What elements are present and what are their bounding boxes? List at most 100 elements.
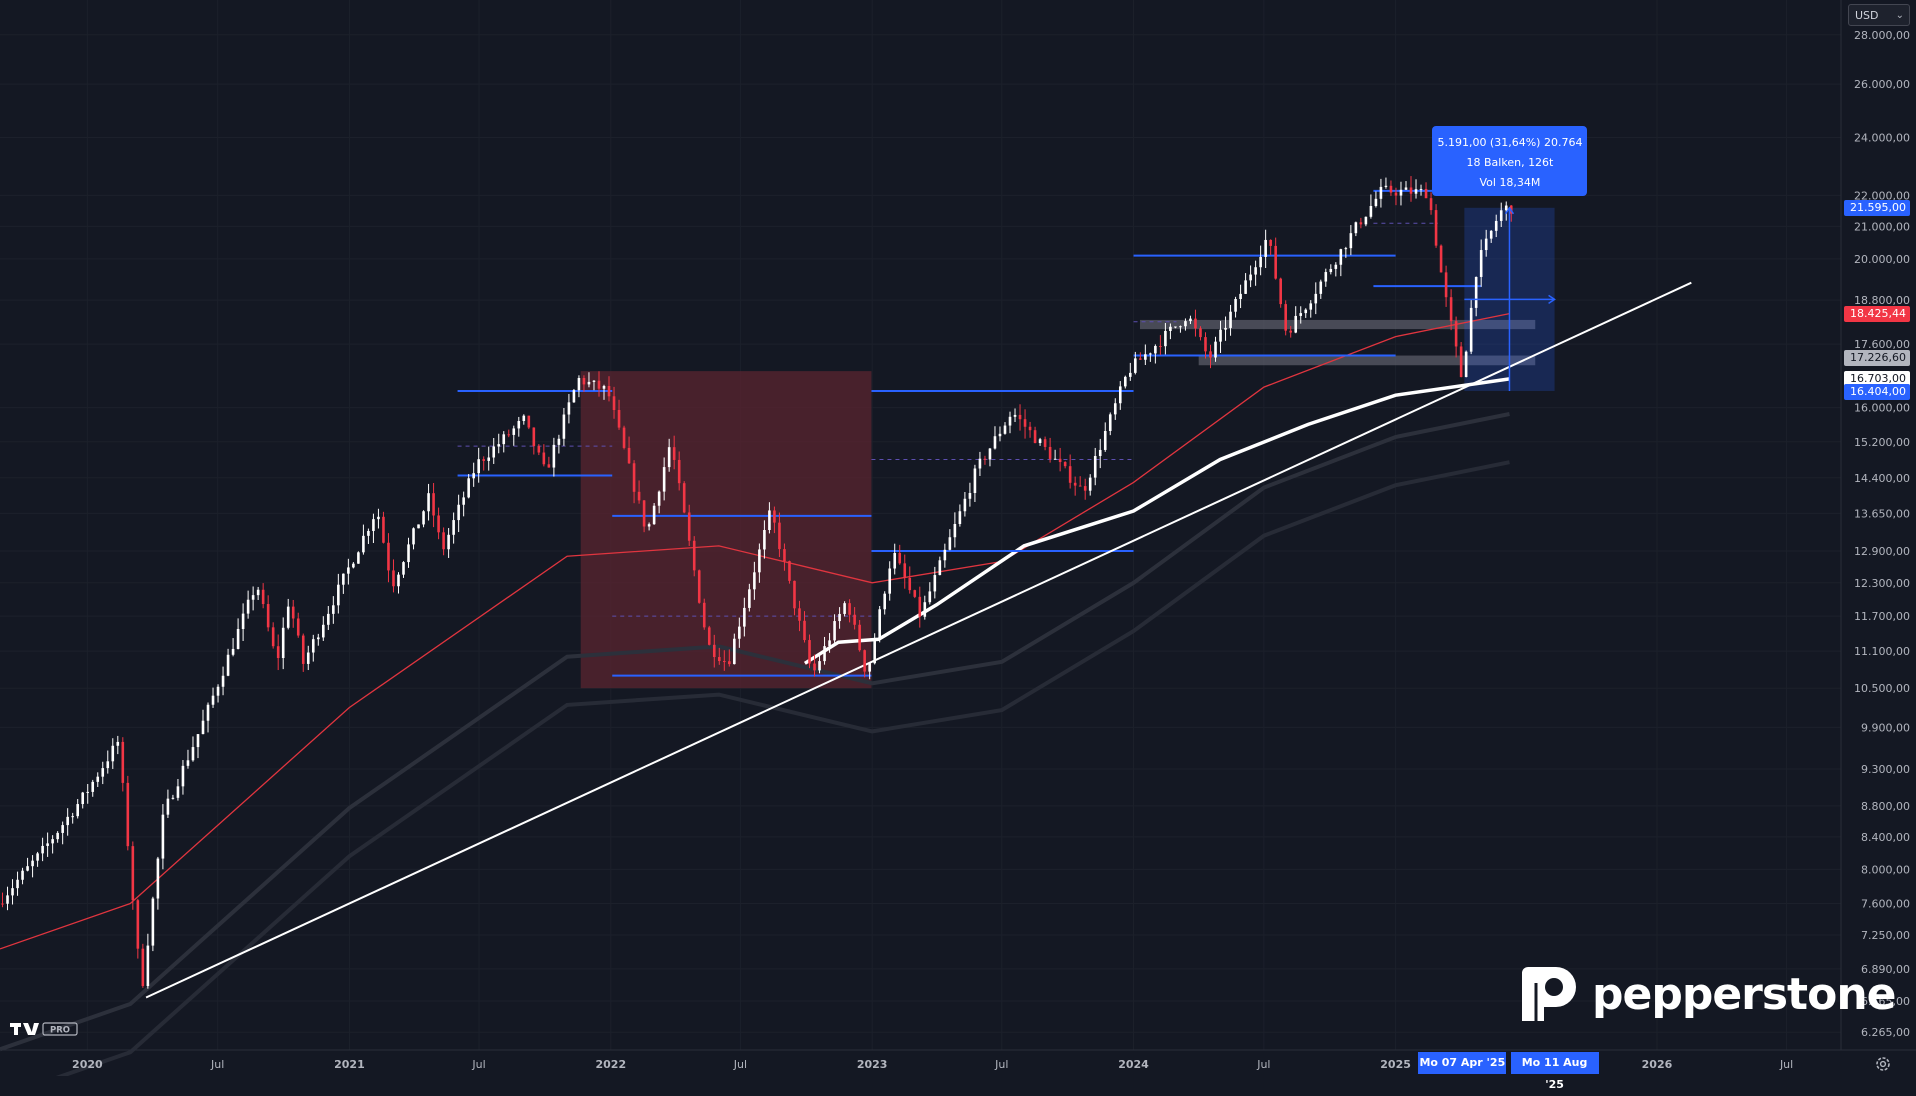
candle-up — [66, 816, 69, 826]
candle-up — [823, 646, 826, 662]
candle-up — [1103, 431, 1107, 450]
candle-up — [71, 816, 74, 818]
candle-up — [372, 519, 375, 531]
candle-up — [763, 529, 766, 550]
candle-up — [1319, 281, 1323, 294]
chevron-down-icon: ⌄ — [1895, 10, 1904, 21]
candle-up — [1234, 299, 1237, 312]
candle-up — [186, 760, 190, 766]
candle-up — [1334, 264, 1338, 269]
candle-up — [176, 786, 180, 798]
candle-up — [342, 573, 345, 585]
candle-up — [552, 444, 556, 468]
candle-up — [988, 448, 992, 460]
long-average-line — [0, 412, 1510, 1052]
candle-up — [116, 741, 120, 746]
candle-up — [928, 591, 932, 603]
trendline — [145, 281, 1692, 999]
candle-down — [848, 603, 851, 615]
candle-up — [191, 747, 195, 761]
candle-up — [1214, 341, 1217, 358]
candle-up — [602, 386, 606, 389]
candle-up — [1324, 272, 1328, 282]
candle-down — [853, 614, 856, 625]
candle-down — [131, 846, 135, 901]
candle-up — [1469, 307, 1473, 352]
candle-up — [46, 843, 49, 846]
candle-down — [1194, 318, 1197, 329]
price-axis-label: 10.500,00 — [1854, 682, 1910, 695]
price-axis-label: 6.890,00 — [1861, 963, 1910, 976]
candle-up — [1144, 354, 1147, 360]
candle-up — [56, 832, 59, 840]
candle-down — [1289, 330, 1293, 333]
candle-up — [933, 575, 937, 592]
candle-up — [1329, 268, 1333, 273]
candle-up — [41, 845, 44, 854]
price-axis-label: 13.650,00 — [1854, 507, 1910, 520]
candle-up — [16, 879, 19, 889]
candle-up — [181, 765, 185, 787]
candle-up — [1404, 187, 1408, 190]
candle-down — [1439, 245, 1443, 273]
candle-up — [502, 434, 506, 445]
candle-up — [1134, 358, 1137, 373]
candle-up — [1299, 313, 1303, 316]
candle-up — [1339, 249, 1343, 265]
candle-down — [612, 396, 616, 411]
candle-down — [387, 542, 390, 571]
gear-icon[interactable] — [1874, 1055, 1892, 1073]
candle-up — [1113, 403, 1117, 415]
candle-down — [1274, 245, 1277, 279]
time-axis-label: Jul — [1256, 1058, 1270, 1071]
candle-down — [898, 553, 902, 564]
candle-down — [778, 522, 781, 550]
support-zone — [1139, 319, 1536, 330]
candle-up — [447, 534, 450, 550]
candle-up — [1309, 303, 1313, 310]
candle-down — [803, 620, 806, 641]
price-axis-label: 24.000,00 — [1854, 131, 1910, 144]
candle-up — [487, 457, 491, 461]
candle-down — [913, 590, 917, 597]
candles — [1, 176, 1513, 989]
candle-up — [1053, 458, 1057, 460]
candle-up — [106, 761, 110, 769]
candle-up — [577, 377, 581, 391]
candle-down — [687, 512, 691, 541]
currency-label: USD — [1855, 9, 1879, 22]
candle-up — [1003, 425, 1007, 434]
candle-up — [968, 493, 972, 499]
candle-down — [437, 515, 440, 533]
tradingview-logo[interactable]: PRO — [10, 1020, 80, 1036]
price-axis-label: 9.900,00 — [1861, 721, 1910, 734]
date-tag-start: Mo 07 Apr '25 — [1418, 1052, 1507, 1074]
candle-up — [171, 797, 175, 799]
candle-down — [1159, 345, 1162, 347]
candle-up — [1354, 222, 1358, 234]
candle-down — [712, 644, 716, 658]
candle-up — [462, 497, 465, 505]
candle-up — [1379, 186, 1383, 199]
price-axis-label: 8.000,00 — [1861, 863, 1910, 876]
currency-selector[interactable]: USD ⌄ — [1848, 4, 1910, 26]
price-axis-label: 12.300,00 — [1854, 577, 1910, 590]
candle-up — [1169, 326, 1172, 331]
candle-up — [838, 613, 841, 622]
candle-up — [948, 537, 952, 550]
candle-up — [61, 825, 64, 833]
candle-down — [1279, 278, 1282, 305]
candle-up — [81, 792, 85, 805]
ema-line — [803, 377, 1510, 665]
candle-up — [1464, 351, 1468, 377]
candle-up — [21, 870, 24, 880]
candle-down — [813, 663, 816, 671]
candle-down — [301, 635, 305, 664]
candle-up — [1154, 345, 1157, 354]
candle-up — [522, 415, 526, 421]
candle-up — [236, 628, 240, 649]
candle-down — [672, 447, 676, 460]
range-box — [580, 371, 872, 689]
candle-up — [873, 638, 876, 664]
